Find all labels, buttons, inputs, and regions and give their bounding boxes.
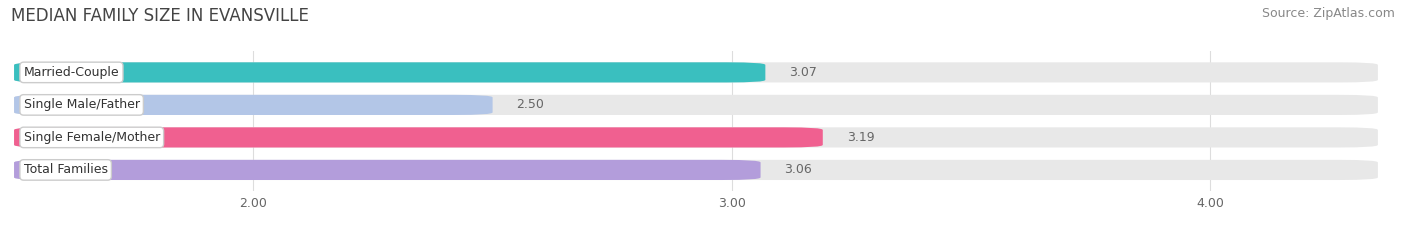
FancyBboxPatch shape: [14, 160, 1378, 180]
FancyBboxPatch shape: [14, 95, 492, 115]
FancyBboxPatch shape: [14, 62, 1378, 82]
Text: Married-Couple: Married-Couple: [24, 66, 120, 79]
Text: Single Female/Mother: Single Female/Mother: [24, 131, 160, 144]
FancyBboxPatch shape: [14, 95, 1378, 115]
FancyBboxPatch shape: [14, 62, 765, 82]
Text: Total Families: Total Families: [24, 163, 108, 176]
Text: 2.50: 2.50: [516, 98, 544, 111]
Text: 3.07: 3.07: [789, 66, 817, 79]
FancyBboxPatch shape: [14, 127, 823, 147]
Text: 3.19: 3.19: [846, 131, 875, 144]
Text: Source: ZipAtlas.com: Source: ZipAtlas.com: [1261, 7, 1395, 20]
FancyBboxPatch shape: [14, 127, 1378, 147]
Text: 3.06: 3.06: [785, 163, 813, 176]
FancyBboxPatch shape: [14, 160, 761, 180]
Text: MEDIAN FAMILY SIZE IN EVANSVILLE: MEDIAN FAMILY SIZE IN EVANSVILLE: [11, 7, 309, 25]
Text: Single Male/Father: Single Male/Father: [24, 98, 139, 111]
